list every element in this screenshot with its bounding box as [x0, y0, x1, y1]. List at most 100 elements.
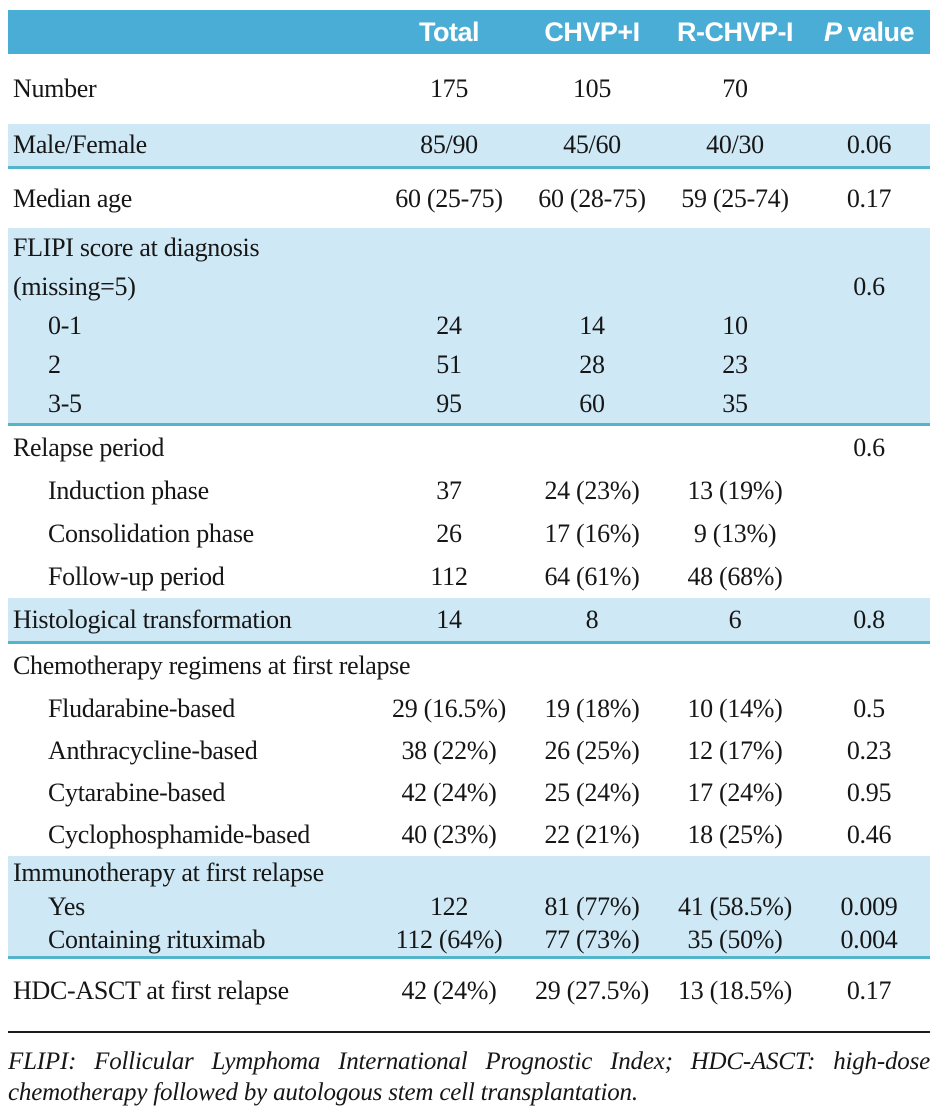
- value-total: 95: [436, 388, 462, 418]
- value-p: 0.6: [853, 432, 885, 462]
- value-rchvp: 41 (58.5%): [678, 891, 792, 921]
- value-chvp: 25 (24%): [544, 778, 640, 807]
- value-total: 29 (16.5%): [392, 694, 506, 723]
- value-rchvp: 18 (25%): [687, 820, 783, 849]
- value-chvp: 28: [579, 349, 605, 379]
- table-footnote: FLIPI: Follicular Lymphoma International…: [8, 1048, 930, 1106]
- value-p: 0.8: [853, 604, 885, 634]
- p-value-italic-p: P: [823, 16, 842, 47]
- value-rchvp: 35 (50%): [687, 924, 783, 954]
- table-row-flipi-title: FLIPI score at diagnosis: [8, 228, 930, 267]
- footnote-divider-rule: [8, 1031, 930, 1033]
- value-chvp: 26 (25%): [544, 736, 640, 765]
- value-chvp: 22 (21%): [544, 820, 640, 849]
- value-chvp: 29 (27.5%): [535, 976, 649, 1005]
- value-p: 0.95: [846, 778, 892, 807]
- table-row-male-female: Male/Female 85/90 45/60 40/30 0.06: [8, 124, 930, 169]
- value-total: 37: [436, 475, 462, 505]
- value-chvp: 24 (23%): [544, 475, 640, 505]
- value-total: 24: [436, 310, 462, 340]
- row-label: Yes: [48, 891, 85, 921]
- value-rchvp: 6: [728, 604, 742, 634]
- table-row-induction-phase: Induction phase 37 24 (23%) 13 (19%): [8, 469, 930, 512]
- value-total: 42 (24%): [401, 976, 497, 1005]
- value-rchvp: 13 (18.5%): [678, 976, 792, 1005]
- row-label: Containing rituximab: [48, 924, 266, 954]
- value-rchvp: 9 (13%): [693, 518, 777, 548]
- row-label: Induction phase: [48, 475, 209, 505]
- row-label: 3-5: [48, 388, 82, 418]
- value-chvp: 14: [579, 310, 605, 340]
- row-label: 0-1: [48, 310, 82, 340]
- table-row-median-age: Median age 60 (25-75) 60 (28-75) 59 (25-…: [8, 169, 930, 228]
- value-chvp: 64 (61%): [544, 561, 640, 591]
- value-p: 0.5: [853, 694, 885, 723]
- value-rchvp: 70: [722, 74, 748, 103]
- value-chvp: 19 (18%): [544, 694, 640, 723]
- table-row-fludarabine-based: Fludarabine-based 29 (16.5%) 19 (18%) 10…: [8, 688, 930, 730]
- value-chvp: 60: [579, 388, 605, 418]
- row-label: Number: [13, 74, 97, 103]
- table-row-immuno-yes: Yes 122 81 (77%) 41 (58.5%) 0.009: [8, 890, 930, 923]
- table-row-follow-up-period: Follow-up period 112 64 (61%) 48 (68%): [8, 555, 930, 598]
- row-label: 2: [48, 349, 61, 379]
- table-row-containing-rituximab: Containing rituximab 112 (64%) 77 (73%) …: [8, 923, 930, 956]
- value-rchvp: 48 (68%): [687, 561, 783, 591]
- table-row-number: Number 175 105 70: [8, 54, 930, 124]
- row-label: Cyclophosphamide-based: [48, 820, 311, 849]
- table-row-consolidation-phase: Consolidation phase 26 17 (16%) 9 (13%): [8, 512, 930, 555]
- value-chvp: 8: [585, 604, 599, 634]
- value-chvp: 60 (28-75): [538, 183, 646, 213]
- row-label: Cytarabine-based: [48, 778, 226, 807]
- row-label: Consolidation phase: [48, 518, 254, 548]
- table-row-flipi-2: 2 51 28 23: [8, 345, 930, 384]
- value-chvp: 45/60: [563, 130, 621, 159]
- table-row-cyclophosphamide-based: Cyclophosphamide-based 40 (23%) 22 (21%)…: [8, 814, 930, 856]
- value-rchvp: 13 (19%): [687, 475, 783, 505]
- value-total: 38 (22%): [401, 736, 497, 765]
- row-label: Male/Female: [13, 130, 147, 159]
- value-total: 175: [429, 74, 469, 103]
- section-chemotherapy-regimens: Chemotherapy regimens at first relapse F…: [8, 644, 930, 856]
- row-label: Median age: [13, 183, 133, 213]
- table-row-flipi-0-1: 0-1 24 14 10: [8, 306, 930, 345]
- value-total: 51: [436, 349, 462, 379]
- value-chvp: 81 (77%): [544, 891, 640, 921]
- value-rchvp: 17 (24%): [687, 778, 783, 807]
- section-immunotherapy: Immunotherapy at first relapse Yes 122 8…: [8, 856, 930, 959]
- table-row-relapse-title: Relapse period 0.6: [8, 426, 930, 469]
- section-title: Chemotherapy regimens at first relapse: [13, 651, 411, 680]
- table-row-hdc-asct: HDC-ASCT at first relapse 42 (24%) 29 (2…: [8, 959, 930, 1023]
- value-rchvp: 35: [722, 388, 748, 418]
- value-total: 122: [429, 891, 469, 921]
- table-row-immuno-title: Immunotherapy at first relapse: [8, 856, 930, 890]
- value-rchvp: 59 (25-74): [681, 183, 789, 213]
- section-flipi-score: FLIPI score at diagnosis (missing=5) 0.6…: [8, 228, 930, 426]
- value-total: 85/90: [420, 130, 478, 159]
- col-header-chvp-i: CHVP+I: [544, 16, 640, 47]
- row-label: Fludarabine-based: [48, 694, 235, 723]
- value-chvp: 17 (16%): [544, 518, 640, 548]
- value-total: 112: [430, 561, 468, 591]
- value-rchvp: 12 (17%): [687, 736, 783, 765]
- value-rchvp: 10: [722, 310, 748, 340]
- value-p: 0.23: [846, 736, 892, 765]
- value-total: 42 (24%): [401, 778, 497, 807]
- value-total: 112 (64%): [395, 924, 503, 954]
- table-row-anthracycline-based: Anthracycline-based 38 (22%) 26 (25%) 12…: [8, 730, 930, 772]
- table-row-histological-transformation: Histological transformation 14 8 6 0.8: [8, 598, 930, 644]
- value-p: 0.17: [846, 976, 892, 1005]
- value-total: 14: [436, 604, 462, 634]
- table-row-flipi-3-5: 3-5 95 60 35: [8, 384, 930, 423]
- value-p: 0.46: [846, 820, 892, 849]
- col-header-total: Total: [419, 16, 480, 47]
- section-relapse-period: Relapse period 0.6 Induction phase 37 24…: [8, 426, 930, 598]
- row-label: Histological transformation: [13, 604, 292, 634]
- value-rchvp: 40/30: [706, 130, 764, 159]
- value-chvp: 77 (73%): [544, 924, 640, 954]
- value-total: 60 (25-75): [395, 183, 503, 213]
